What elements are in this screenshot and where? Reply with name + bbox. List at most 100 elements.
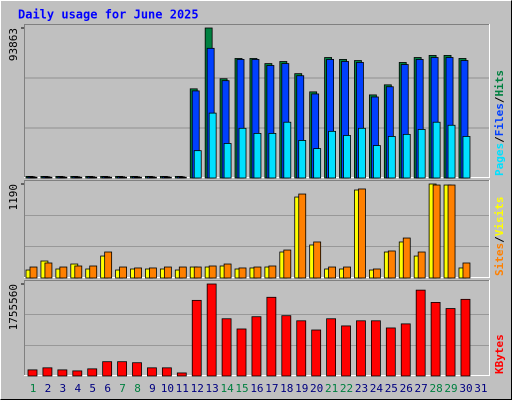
plot-border-dark bbox=[24, 180, 490, 278]
bar bbox=[191, 299, 202, 377]
x-tick-label: 5 bbox=[89, 382, 96, 395]
bar bbox=[57, 369, 68, 377]
bar bbox=[89, 265, 98, 279]
legend-separator: / bbox=[493, 96, 506, 103]
bar bbox=[281, 315, 292, 377]
bar bbox=[372, 145, 381, 179]
bar bbox=[59, 266, 68, 279]
bar bbox=[104, 251, 113, 279]
bar bbox=[208, 265, 217, 279]
bar bbox=[102, 361, 113, 377]
x-tick-label: 29 bbox=[444, 382, 457, 395]
legend: Sites/Visits bbox=[493, 197, 506, 277]
bar bbox=[44, 262, 53, 279]
bar bbox=[59, 176, 68, 179]
x-tick-label: 8 bbox=[134, 382, 141, 395]
bar bbox=[238, 127, 247, 179]
bar bbox=[387, 136, 396, 179]
bar bbox=[193, 266, 202, 279]
x-tick-label: 17 bbox=[265, 382, 278, 395]
legend-entry: KBytes bbox=[493, 334, 506, 374]
x-tick-label: 7 bbox=[119, 382, 126, 395]
bar bbox=[163, 266, 172, 279]
x-tick-label: 6 bbox=[104, 382, 111, 395]
bar bbox=[298, 140, 307, 179]
bar bbox=[193, 150, 202, 179]
bar bbox=[29, 266, 38, 279]
x-tick-label: 19 bbox=[295, 382, 308, 395]
bar bbox=[328, 130, 337, 179]
bar bbox=[445, 308, 456, 377]
plot-border-dark bbox=[24, 280, 490, 376]
bar bbox=[132, 362, 142, 377]
bar bbox=[206, 283, 217, 377]
x-tick-label: 16 bbox=[250, 382, 263, 395]
x-tick-label: 15 bbox=[235, 382, 248, 395]
legend-entry: Visits bbox=[493, 197, 506, 237]
legend-separator: / bbox=[493, 136, 506, 143]
bar bbox=[387, 250, 396, 279]
bar bbox=[223, 143, 232, 179]
bar bbox=[178, 266, 187, 279]
bar bbox=[29, 176, 38, 179]
bar bbox=[296, 320, 307, 377]
bar bbox=[460, 298, 471, 377]
x-tick-label: 1 bbox=[30, 382, 37, 395]
bar bbox=[251, 316, 262, 377]
bar bbox=[417, 251, 426, 279]
x-tick-label: 11 bbox=[176, 382, 189, 395]
bar bbox=[147, 367, 157, 377]
x-tick-label: 27 bbox=[415, 382, 428, 395]
x-tick-label: 4 bbox=[74, 382, 81, 395]
bar bbox=[74, 176, 83, 179]
x-tick-label: 10 bbox=[161, 382, 174, 395]
bar bbox=[372, 268, 381, 279]
y-tick-label: 1190 bbox=[7, 184, 20, 211]
legend: KBytes bbox=[493, 334, 506, 374]
bar bbox=[385, 327, 396, 377]
bar bbox=[253, 133, 262, 179]
bar bbox=[119, 176, 127, 179]
x-tick-label: 30 bbox=[459, 382, 472, 395]
legend-entry: Files bbox=[493, 103, 506, 136]
y-tick-label: 1755560 bbox=[7, 284, 20, 330]
x-tick-label: 28 bbox=[429, 382, 442, 395]
x-tick-label: 3 bbox=[60, 382, 67, 395]
legend-entry: Hits bbox=[493, 70, 506, 97]
bar bbox=[149, 176, 157, 179]
bar bbox=[238, 267, 247, 279]
x-tick-label: 18 bbox=[280, 382, 293, 395]
x-tick-label: 21 bbox=[325, 382, 338, 395]
bar bbox=[149, 267, 157, 279]
bar bbox=[313, 148, 322, 179]
bar bbox=[163, 176, 172, 179]
bar bbox=[343, 266, 351, 279]
bar bbox=[27, 369, 38, 377]
x-tick-label: 9 bbox=[149, 382, 156, 395]
bar bbox=[283, 249, 292, 279]
legend: Pages/Files/Hits bbox=[493, 70, 506, 176]
bar bbox=[356, 320, 366, 377]
bar bbox=[236, 328, 247, 377]
bar bbox=[253, 266, 262, 279]
bar bbox=[432, 184, 441, 279]
bar bbox=[176, 372, 187, 377]
bar bbox=[447, 184, 456, 279]
chart-title: Daily usage for June 2025 bbox=[18, 8, 199, 22]
bar bbox=[326, 318, 337, 377]
bar bbox=[358, 188, 366, 279]
y-tick-label: 93863 bbox=[7, 28, 20, 61]
bar bbox=[311, 329, 322, 377]
bar bbox=[44, 176, 53, 179]
legend-entry: Pages bbox=[493, 143, 506, 176]
x-tick-label: 20 bbox=[310, 382, 323, 395]
bar bbox=[221, 318, 232, 377]
bar bbox=[370, 320, 381, 377]
bar bbox=[89, 176, 98, 179]
legend-entry: Sites bbox=[493, 243, 506, 276]
bar bbox=[208, 112, 217, 179]
bar bbox=[328, 266, 337, 279]
bar bbox=[42, 367, 53, 377]
